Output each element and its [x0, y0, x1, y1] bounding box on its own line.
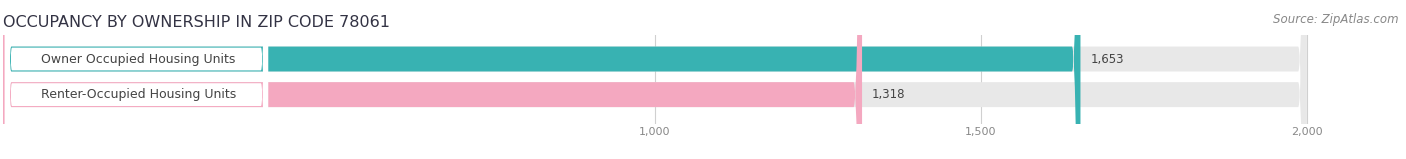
FancyBboxPatch shape	[3, 0, 1080, 159]
FancyBboxPatch shape	[3, 0, 862, 159]
FancyBboxPatch shape	[4, 0, 269, 159]
Text: 1,318: 1,318	[872, 88, 905, 101]
FancyBboxPatch shape	[4, 0, 269, 159]
Text: Source: ZipAtlas.com: Source: ZipAtlas.com	[1274, 13, 1399, 26]
FancyBboxPatch shape	[3, 0, 1306, 159]
Text: Owner Occupied Housing Units: Owner Occupied Housing Units	[41, 52, 236, 66]
FancyBboxPatch shape	[3, 0, 1306, 159]
Text: Renter-Occupied Housing Units: Renter-Occupied Housing Units	[41, 88, 236, 101]
Text: 1,653: 1,653	[1090, 52, 1123, 66]
Text: OCCUPANCY BY OWNERSHIP IN ZIP CODE 78061: OCCUPANCY BY OWNERSHIP IN ZIP CODE 78061	[3, 15, 389, 30]
